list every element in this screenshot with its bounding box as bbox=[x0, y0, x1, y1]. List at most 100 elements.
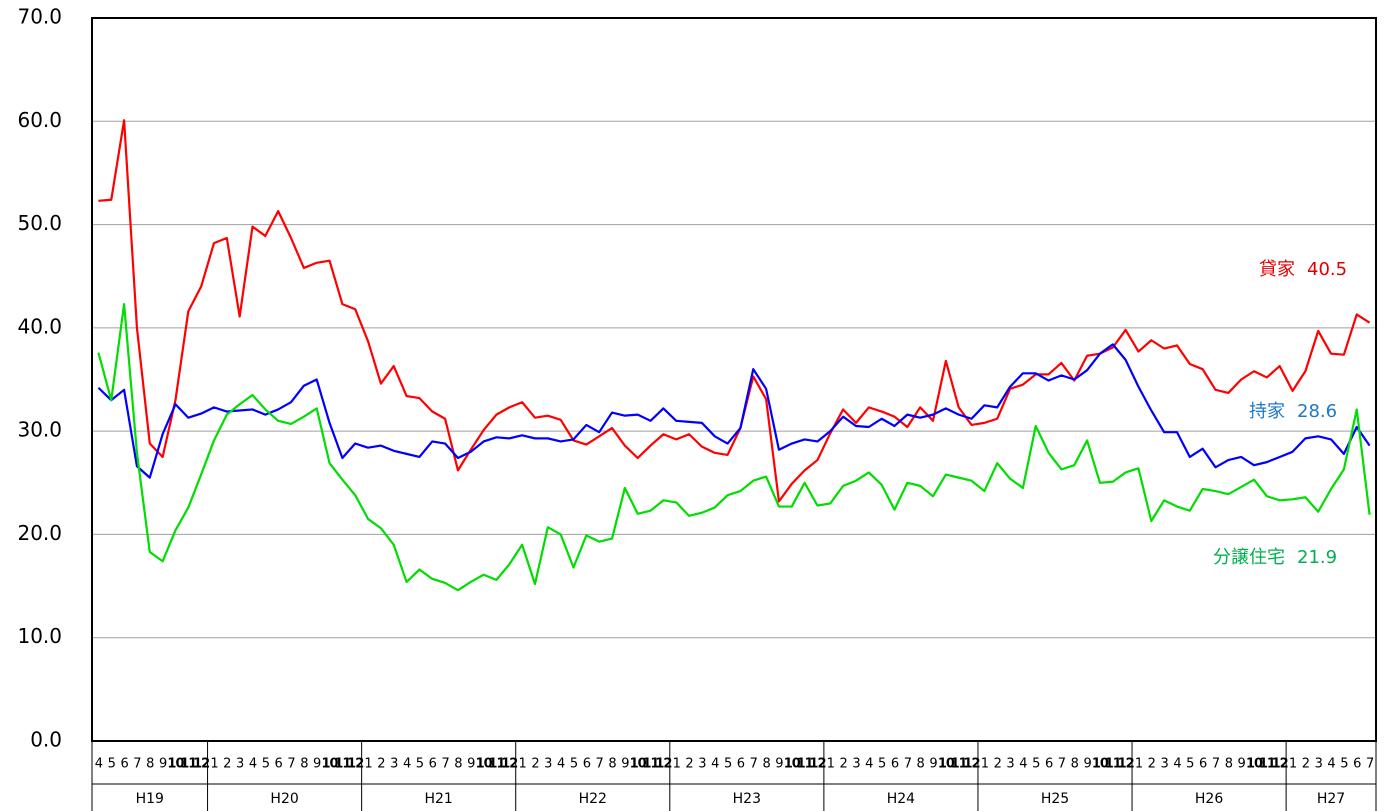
x-tick-label: 3 bbox=[236, 757, 244, 772]
x-tick-label: 4 bbox=[403, 757, 411, 772]
end-value-label: 21.9 bbox=[1297, 547, 1337, 568]
x-tick-label: 4 bbox=[865, 757, 873, 772]
x-tick-label: 12 bbox=[655, 757, 671, 772]
x-tick-label: 8 bbox=[608, 757, 616, 772]
x-tick-label: 10 bbox=[1246, 757, 1263, 772]
y-tick-label: 40.0 bbox=[17, 314, 62, 338]
x-tick-label: 6 bbox=[1199, 757, 1207, 772]
group-label: H24 bbox=[887, 791, 915, 807]
x-tick-label: 4 bbox=[1173, 757, 1181, 772]
x-tick-label: 5 bbox=[1032, 757, 1040, 772]
x-tick-label: 1 bbox=[1289, 757, 1297, 772]
x-tick-label: 9 bbox=[159, 757, 167, 772]
series-line bbox=[98, 119, 1371, 503]
x-tick-label: 7 bbox=[287, 757, 295, 772]
x-tick-label: 2 bbox=[531, 757, 538, 772]
x-tick-label: 6 bbox=[891, 757, 899, 772]
series-label: 分譲住宅 bbox=[1213, 547, 1285, 568]
x-tick-label: 4 bbox=[1019, 757, 1027, 772]
x-tick-label: 3 bbox=[1315, 757, 1323, 772]
x-tick-label: 5 bbox=[416, 757, 424, 772]
x-tick-label: 8 bbox=[1225, 757, 1233, 772]
x-tick-label: 6 bbox=[583, 757, 591, 772]
series-line bbox=[97, 343, 1371, 479]
group-label: H25 bbox=[1041, 791, 1069, 807]
x-tick-label: 7 bbox=[904, 757, 912, 772]
y-tick-label: 60.0 bbox=[17, 108, 62, 132]
x-tick-label: 8 bbox=[917, 757, 925, 772]
x-tick-label: 1 bbox=[1135, 757, 1143, 772]
x-tick-label: 8 bbox=[454, 757, 462, 772]
y-tick-label: 0.0 bbox=[30, 728, 62, 752]
x-tick-label: 12 bbox=[347, 757, 363, 772]
x-tick-label: 6 bbox=[1045, 757, 1053, 772]
series-label: 持家 bbox=[1249, 401, 1285, 422]
x-tick-label: 10 bbox=[938, 757, 955, 772]
x-tick-label: 11 bbox=[1105, 757, 1122, 772]
x-tick-label: 11 bbox=[488, 757, 505, 772]
x-tick-label: 4 bbox=[1327, 757, 1335, 772]
x-tick-label: 1 bbox=[827, 757, 835, 772]
x-tick-label: 12 bbox=[963, 757, 979, 772]
x-tick-label: 12 bbox=[1118, 757, 1134, 772]
x-tick-label: 9 bbox=[621, 757, 629, 772]
x-tick-label: 1 bbox=[673, 757, 681, 772]
group-label: H19 bbox=[136, 791, 164, 807]
x-tick-label: 8 bbox=[146, 757, 154, 772]
group-label: H23 bbox=[733, 791, 761, 807]
x-tick-label: 5 bbox=[1340, 757, 1348, 772]
x-tick-label: 1 bbox=[210, 757, 218, 772]
y-tick-label: 50.0 bbox=[17, 211, 62, 235]
x-tick-label: 10 bbox=[1092, 757, 1109, 772]
series-line bbox=[97, 303, 1371, 592]
x-tick-label: 5 bbox=[878, 757, 886, 772]
x-tick-label: 5 bbox=[108, 757, 116, 772]
x-tick-label: 4 bbox=[557, 757, 565, 772]
x-tick-label: 10 bbox=[321, 757, 338, 772]
x-tick-label: 5 bbox=[570, 757, 578, 772]
group-label: H22 bbox=[579, 791, 607, 807]
plot-frame bbox=[91, 17, 1377, 742]
x-tick-label: 3 bbox=[852, 757, 860, 772]
x-tick-label: 3 bbox=[390, 757, 398, 772]
group-label: H20 bbox=[270, 791, 298, 807]
x-tick-label: 11 bbox=[797, 757, 814, 772]
x-tick-label: 10 bbox=[630, 757, 647, 772]
x-tick-label: 4 bbox=[711, 757, 719, 772]
x-tick-label: 11 bbox=[334, 757, 351, 772]
x-tick-label: 11 bbox=[951, 757, 968, 772]
x-tick-label: 10 bbox=[476, 757, 493, 772]
x-tick-label: 2 bbox=[839, 757, 846, 772]
x-tick-label: 6 bbox=[1353, 757, 1361, 772]
x-tick-label: 12 bbox=[193, 757, 209, 772]
x-tick-label: 12 bbox=[501, 757, 517, 772]
x-tick-label: 7 bbox=[133, 757, 141, 772]
group-label: H21 bbox=[425, 791, 453, 807]
x-tick-label: 7 bbox=[1366, 757, 1374, 772]
x-tick-label: 8 bbox=[300, 757, 308, 772]
x-tick-label: 11 bbox=[1259, 757, 1276, 772]
y-tick-label: 10.0 bbox=[17, 624, 62, 648]
x-tick-label: 3 bbox=[1006, 757, 1014, 772]
x-tick-label: 4 bbox=[95, 757, 103, 772]
x-tick-label: 9 bbox=[775, 757, 783, 772]
x-tick-label: 2 bbox=[685, 757, 692, 772]
x-tick-label: 3 bbox=[698, 757, 706, 772]
x-tick-label: 10 bbox=[784, 757, 801, 772]
x-tick-label: 12 bbox=[809, 757, 825, 772]
y-tick-label: 20.0 bbox=[17, 521, 62, 545]
x-tick-label: 9 bbox=[1083, 757, 1091, 772]
x-tick-label: 6 bbox=[737, 757, 745, 772]
x-tick-label: 1 bbox=[518, 757, 526, 772]
x-tick-label: 7 bbox=[441, 757, 449, 772]
end-value-label: 40.5 bbox=[1307, 259, 1347, 280]
x-tick-label: 9 bbox=[929, 757, 937, 772]
x-tick-label: 8 bbox=[762, 757, 770, 772]
x-tick-label: 1 bbox=[981, 757, 989, 772]
series-label: 貸家 bbox=[1259, 259, 1295, 280]
x-tick-label: 7 bbox=[596, 757, 604, 772]
x-tick-label: 3 bbox=[544, 757, 552, 772]
x-tick-label: 1 bbox=[364, 757, 372, 772]
x-tick-label: 6 bbox=[429, 757, 437, 772]
